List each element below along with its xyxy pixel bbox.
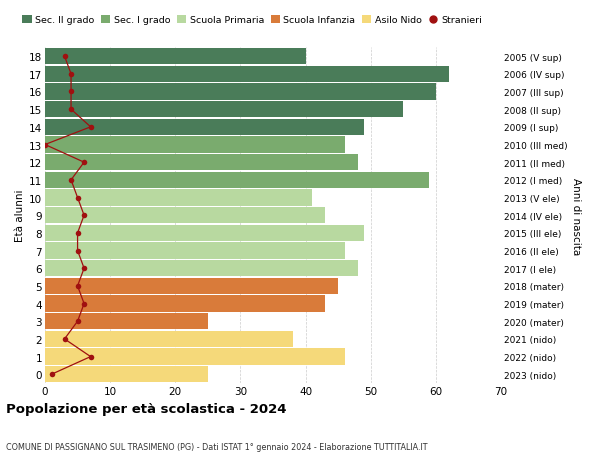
Bar [45,102,403,118]
Point [66,106,76,113]
Point [86,124,95,131]
Point [73,318,82,325]
Point [79,212,89,219]
Point [66,177,76,184]
Bar [45,225,364,241]
Point [73,195,82,202]
Point [73,230,82,237]
Bar [45,119,364,136]
Bar [45,261,358,277]
Point [79,300,89,308]
Point [73,247,82,255]
Bar [45,278,338,294]
Y-axis label: Età alunni: Età alunni [15,190,25,242]
Bar [45,67,449,83]
Bar [45,313,208,330]
Point [79,265,89,272]
Bar [45,243,344,259]
Point [66,89,76,96]
Bar [45,84,436,101]
Bar [45,349,344,365]
Bar [45,296,325,312]
Bar [45,331,293,347]
Point [86,353,95,360]
Point [79,159,89,167]
Point [60,53,70,61]
Bar [45,49,305,65]
Bar [45,207,325,224]
Bar [45,155,358,171]
Point [73,283,82,290]
Bar [45,366,208,382]
Y-axis label: Anni di nascita: Anni di nascita [571,177,581,254]
Point [60,336,70,343]
Text: Popolazione per età scolastica - 2024: Popolazione per età scolastica - 2024 [6,403,287,415]
Bar [45,137,344,153]
Point [47,371,56,378]
Text: COMUNE DI PASSIGNANO SUL TRASIMENO (PG) - Dati ISTAT 1° gennaio 2024 - Elaborazi: COMUNE DI PASSIGNANO SUL TRASIMENO (PG) … [6,442,427,451]
Bar [45,172,430,189]
Point [66,71,76,78]
Point [40,141,50,149]
Legend: Sec. II grado, Sec. I grado, Scuola Primaria, Scuola Infanzia, Asilo Nido, Stran: Sec. II grado, Sec. I grado, Scuola Prim… [22,16,482,25]
Bar [45,190,312,206]
